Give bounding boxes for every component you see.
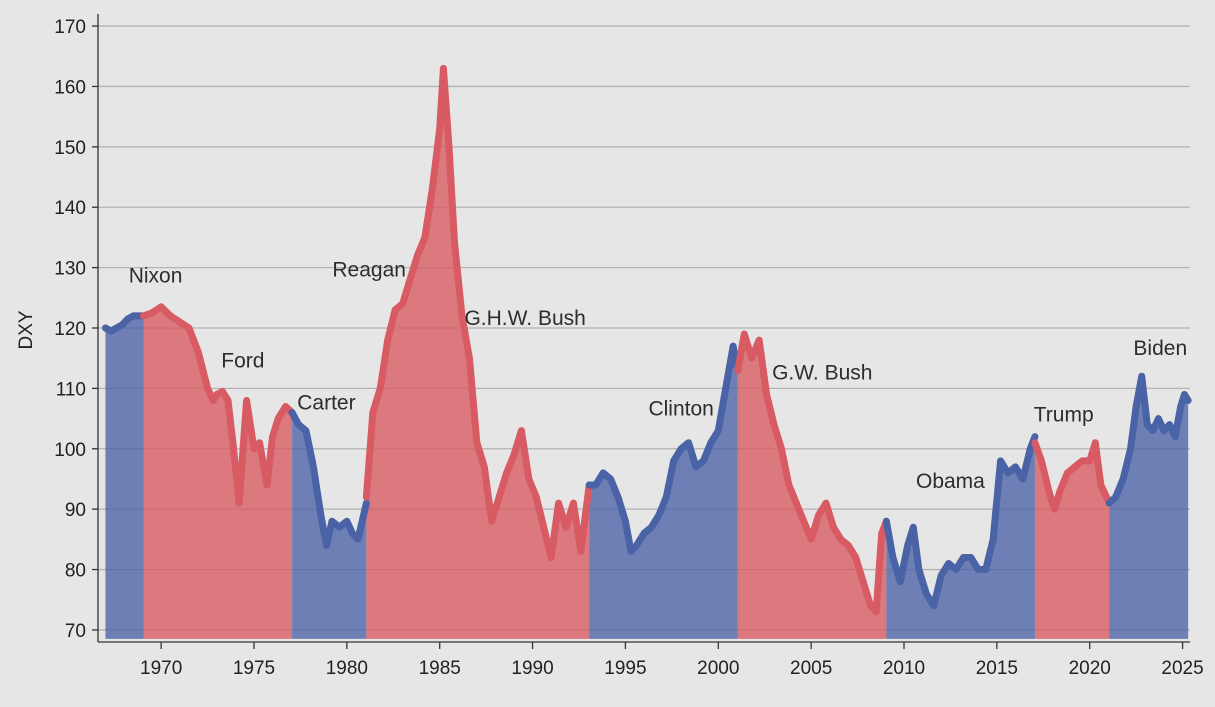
y-tick-label-170: 170 <box>54 17 86 38</box>
era-area-0 <box>105 315 144 639</box>
era-label-carter: Carter <box>297 392 355 415</box>
x-tick-label-1975: 1975 <box>233 658 275 679</box>
x-tick-label-1995: 1995 <box>604 658 646 679</box>
era-area-7 <box>1034 442 1110 639</box>
era-label-biden: Biden <box>1133 337 1187 360</box>
y-tick-label-90: 90 <box>65 500 86 521</box>
x-tick-label-1970: 1970 <box>140 658 182 679</box>
y-tick-label-120: 120 <box>54 319 86 340</box>
x-tick-label-2010: 2010 <box>883 658 925 679</box>
x-tick-label-1990: 1990 <box>511 658 553 679</box>
x-tick-label-2025: 2025 <box>1161 658 1203 679</box>
era-label-trump: Trump <box>1034 404 1094 427</box>
era-label-nixon: Nixon <box>129 265 183 288</box>
series-lines <box>101 64 1192 616</box>
x-tick-label-2020: 2020 <box>1069 658 1111 679</box>
x-tick-label-1980: 1980 <box>326 658 368 679</box>
era-label-clinton: Clinton <box>648 398 713 421</box>
era-area-1 <box>143 306 293 639</box>
y-tick-label-150: 150 <box>54 138 86 159</box>
era-areas <box>105 68 1189 639</box>
x-tick-label-1985: 1985 <box>419 658 461 679</box>
era-labels: Nixon Ford Carter Reagan G.H.W. Bush Clinton G… <box>129 259 1187 493</box>
axes: 70 80 90 100 110 120 130 140 150 160 170 1970 1975 19… <box>54 14 1204 679</box>
era-area-4 <box>589 346 738 639</box>
era-line-8 <box>1105 372 1192 507</box>
era-line-6 <box>882 433 1039 610</box>
x-tick-label-2005: 2005 <box>790 658 832 679</box>
era-label-g-w-bush: G.W. Bush <box>772 361 872 384</box>
era-area-5 <box>737 334 887 639</box>
y-tick-label-140: 140 <box>54 198 86 219</box>
era-label-g-h-w-bush: G.H.W. Bush <box>464 307 585 330</box>
y-axis-title: DXY <box>16 310 37 349</box>
era-line-0 <box>101 312 147 335</box>
y-tick-label-100: 100 <box>54 440 86 461</box>
era-label-reagan: Reagan <box>332 259 406 282</box>
era-line-4 <box>585 342 742 555</box>
era-line-3 <box>362 64 593 561</box>
era-line-7 <box>1031 439 1113 513</box>
y-tick-label-160: 160 <box>54 77 86 98</box>
y-tick-label-130: 130 <box>54 259 86 280</box>
era-line-1 <box>140 303 296 507</box>
x-tick-label-2015: 2015 <box>976 658 1018 679</box>
era-label-obama: Obama <box>916 470 985 493</box>
y-tick-label-70: 70 <box>65 621 86 642</box>
y-tick-label-110: 110 <box>56 379 86 400</box>
era-area-8 <box>1109 376 1189 639</box>
era-area-3 <box>366 68 590 639</box>
era-line-5 <box>734 330 890 616</box>
era-label-ford: Ford <box>221 349 264 372</box>
y-tick-label-80: 80 <box>65 561 86 582</box>
x-tick-label-2000: 2000 <box>697 658 739 679</box>
era-line-2 <box>288 409 370 549</box>
